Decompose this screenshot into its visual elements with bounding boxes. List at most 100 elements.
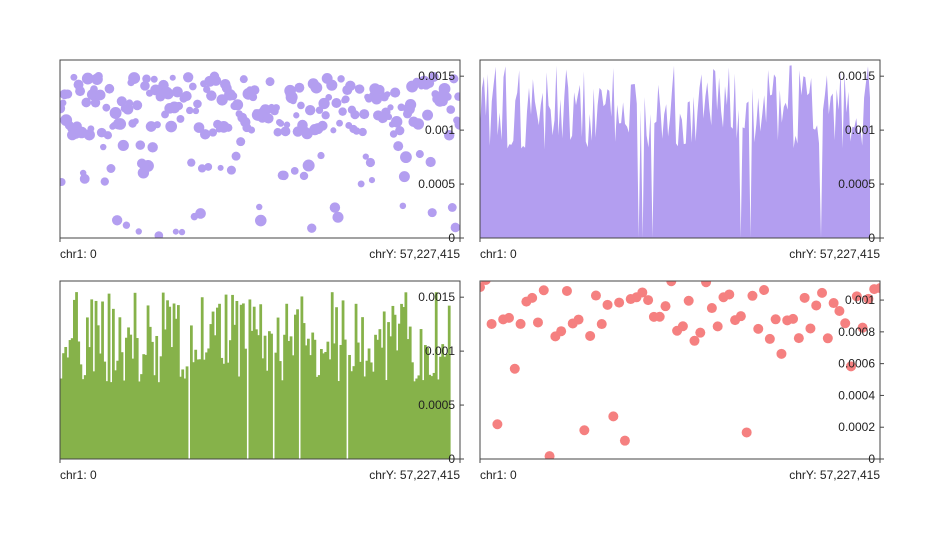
data-point	[846, 361, 857, 372]
data-point	[154, 231, 164, 238]
bar	[190, 325, 193, 459]
data-point	[256, 203, 263, 211]
data-point	[224, 123, 233, 132]
bar	[157, 382, 161, 459]
plot-area	[480, 65, 870, 238]
data-point	[176, 114, 185, 123]
data-point	[132, 100, 143, 111]
data-point	[272, 104, 280, 112]
bar	[224, 294, 228, 459]
data-point	[332, 211, 344, 223]
bar	[127, 327, 130, 459]
y-tick-label: 0.0005	[838, 177, 875, 191]
bar	[120, 352, 124, 459]
data-point	[776, 348, 787, 359]
data-point	[294, 82, 305, 93]
data-point	[135, 228, 142, 235]
bar	[62, 353, 65, 459]
bar	[424, 345, 427, 459]
bar	[101, 301, 104, 459]
bar	[322, 353, 325, 459]
data-point	[116, 96, 127, 107]
bar	[125, 337, 128, 459]
bar	[153, 375, 156, 459]
data-point	[60, 177, 66, 187]
bar	[278, 361, 282, 459]
y-tick-label: 0.0008	[838, 325, 875, 339]
x-start-label: chr1: 0	[60, 468, 97, 482]
data-point	[195, 208, 206, 219]
data-point	[503, 312, 514, 323]
data-point	[811, 300, 822, 311]
data-point	[325, 93, 333, 101]
bar	[88, 347, 91, 459]
bar	[395, 350, 399, 459]
bar	[105, 381, 109, 459]
bar	[430, 376, 434, 459]
bar	[131, 358, 135, 459]
data-point	[350, 110, 360, 120]
plot-frame	[59, 280, 461, 460]
bar	[170, 347, 174, 459]
data-point	[352, 127, 361, 135]
data-point	[310, 81, 323, 94]
data-point	[114, 118, 127, 130]
bar	[335, 307, 338, 459]
data-point	[217, 164, 224, 171]
bar	[268, 331, 271, 459]
bar	[168, 306, 172, 459]
data-point	[390, 116, 403, 128]
data-point	[614, 297, 625, 308]
x-end-label: chrY: 57,227,415	[369, 247, 460, 261]
bar	[276, 317, 280, 459]
bar	[317, 375, 321, 459]
x-end-label: chrY: 57,227,415	[789, 247, 880, 261]
data-point	[153, 121, 161, 129]
data-point	[828, 298, 839, 309]
bar	[109, 382, 113, 459]
data-point	[834, 306, 845, 317]
bar	[380, 347, 384, 459]
bar	[172, 303, 176, 459]
y-tick-label: 0.001	[845, 123, 875, 137]
bar	[287, 340, 291, 459]
data-point	[145, 121, 157, 132]
bar	[369, 362, 373, 459]
bar	[164, 329, 167, 459]
data-point	[590, 290, 601, 301]
bar	[259, 304, 263, 459]
bar	[437, 379, 440, 459]
bar	[205, 352, 208, 459]
plot-frame	[479, 59, 881, 239]
data-point	[197, 164, 207, 173]
bar	[330, 292, 334, 459]
data-point	[365, 157, 376, 168]
data-point	[192, 107, 200, 115]
data-point	[741, 427, 752, 438]
bar	[257, 335, 260, 459]
bar	[333, 343, 336, 459]
bar	[350, 371, 354, 459]
bar	[64, 346, 68, 459]
data-point	[799, 292, 810, 303]
bar	[198, 359, 202, 459]
bar	[415, 378, 419, 459]
panel-area-purple: 0 0.0005 0.001 0.0015 chr1: 0 chrY: 57,227,41…	[479, 59, 884, 261]
data-point	[596, 319, 607, 330]
data-point	[178, 228, 186, 236]
data-point	[486, 318, 497, 329]
bar	[68, 340, 72, 459]
bar	[320, 348, 323, 459]
data-point	[527, 292, 538, 303]
data-point	[63, 89, 73, 99]
data-point	[764, 333, 775, 344]
bar	[419, 329, 423, 459]
data-point	[317, 120, 328, 131]
bar	[311, 332, 315, 459]
data-point	[345, 80, 356, 91]
bar	[81, 379, 85, 459]
bar	[315, 376, 319, 459]
bar	[265, 370, 269, 459]
data-point	[104, 83, 115, 94]
